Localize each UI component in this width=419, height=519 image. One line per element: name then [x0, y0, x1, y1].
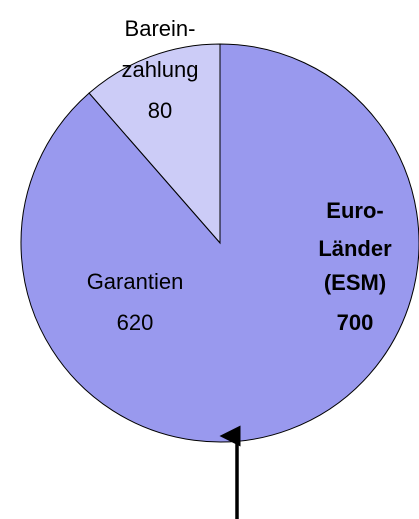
slice-label: Barein-	[125, 16, 196, 41]
slice-label: zahlung	[121, 57, 198, 82]
pie-slice	[20, 43, 419, 443]
slice-value: 80	[148, 98, 172, 123]
annotation-label: Euro-	[326, 198, 383, 223]
annotation-label: (ESM)	[324, 270, 386, 295]
pie-slice	[88, 43, 221, 245]
slice-value: 620	[117, 310, 154, 335]
slice-label: Garantien	[87, 269, 184, 294]
annotation-value: 700	[337, 310, 374, 335]
annotation-label: Länder	[318, 236, 392, 261]
